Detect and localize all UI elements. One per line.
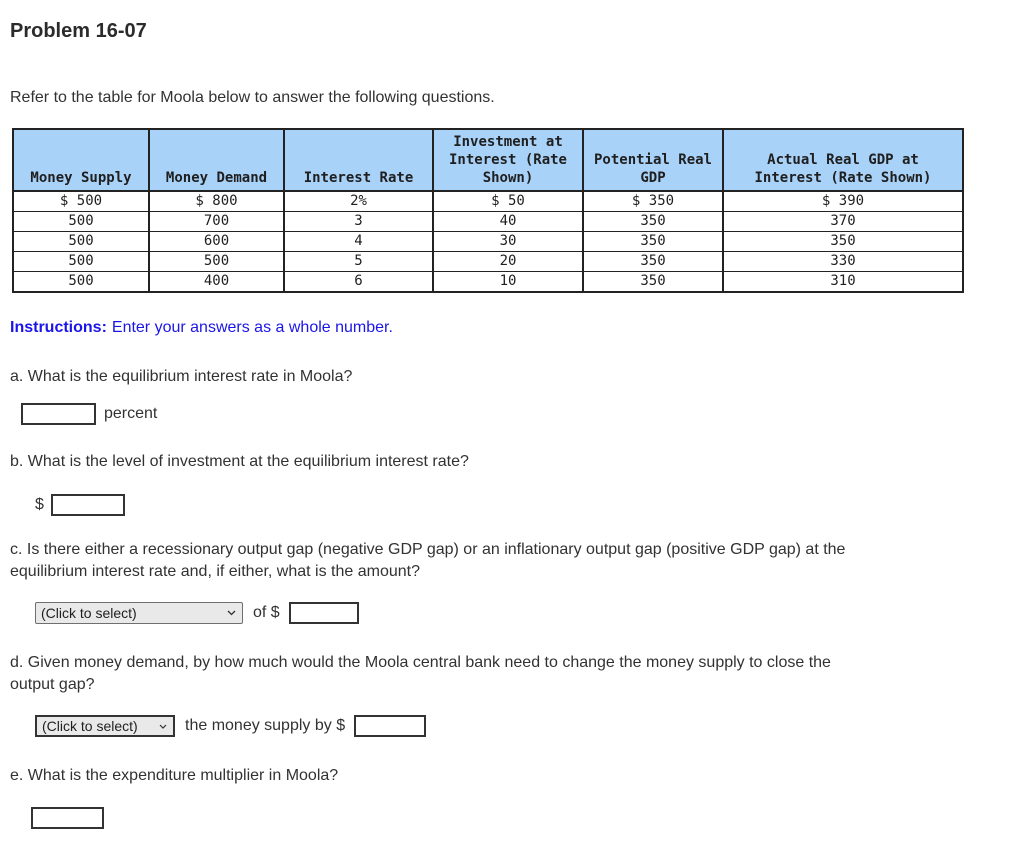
- cell: 700: [148, 211, 285, 232]
- cell: 20: [432, 251, 584, 272]
- moola-data-table: Money Supply Money Demand Interest Rate …: [12, 128, 964, 293]
- cell: 350: [582, 271, 724, 293]
- money-supply-action-select[interactable]: (Click to select): [35, 715, 175, 737]
- cell: $ 390: [722, 190, 964, 212]
- cell: 330: [722, 251, 964, 272]
- answer-row-d: (Click to select) the money supply by $: [35, 715, 1014, 737]
- answer-row-b: $: [35, 494, 1014, 516]
- intro-text: Refer to the table for Moola below to an…: [10, 89, 495, 106]
- col-header-money-demand: Money Demand: [148, 128, 285, 192]
- cell: 40: [432, 211, 584, 232]
- table-row: 500 400 6 10 350 310: [12, 271, 964, 293]
- chevron-down-icon: [159, 724, 167, 729]
- cell: 6: [283, 271, 434, 293]
- cell: $ 800: [148, 190, 285, 212]
- cell: 10: [432, 271, 584, 293]
- question-d: d. Given money demand, by how much would…: [10, 654, 831, 693]
- cell: 2%: [283, 190, 434, 212]
- cell: 350: [722, 231, 964, 252]
- question-e: e. What is the expenditure multiplier in…: [10, 767, 339, 784]
- cell: 500: [148, 251, 285, 272]
- problem-page: Problem 16-07 Refer to the table for Moo…: [10, 20, 1014, 829]
- cell: 500: [12, 231, 150, 252]
- table-header-row: Money Supply Money Demand Interest Rate …: [12, 128, 964, 192]
- cell: 600: [148, 231, 285, 252]
- percent-label: percent: [104, 405, 158, 422]
- table-row: $ 500 $ 800 2% $ 50 $ 350 $ 390: [12, 190, 964, 212]
- cell: 400: [148, 271, 285, 293]
- select-value: (Click to select): [42, 718, 138, 734]
- instructions-line: Instructions: Enter your answers as a who…: [10, 318, 1014, 338]
- question-b: b. What is the level of investment at th…: [10, 453, 469, 470]
- of-dollar-label: of $: [253, 604, 280, 621]
- cell: 350: [582, 211, 724, 232]
- select-value: (Click to select): [41, 605, 137, 621]
- page-title: Problem 16-07: [10, 20, 147, 42]
- cell: 350: [582, 231, 724, 252]
- cell: 350: [582, 251, 724, 272]
- instructions-label: Instructions:: [10, 319, 107, 336]
- col-header-potential-gdp: Potential Real GDP: [582, 128, 724, 192]
- cell: 500: [12, 271, 150, 293]
- question-c: c. Is there either a recessionary output…: [10, 541, 846, 580]
- cell: 30: [432, 231, 584, 252]
- cell: $ 350: [582, 190, 724, 212]
- gap-amount-input[interactable]: [288, 602, 359, 624]
- answer-b-input[interactable]: [50, 494, 125, 516]
- cell: 3: [283, 211, 434, 232]
- instructions-text: Enter your answers as a whole number.: [111, 319, 393, 336]
- cell: $ 50: [432, 190, 584, 212]
- question-a: a. What is the equilibrium interest rate…: [10, 368, 353, 385]
- cell: 500: [12, 211, 150, 232]
- cell: 500: [12, 251, 150, 272]
- col-header-investment: Investment at Interest (Rate Shown): [432, 128, 584, 192]
- answer-row-a: percent: [21, 403, 1014, 425]
- gap-type-select[interactable]: (Click to select): [35, 602, 243, 624]
- chevron-down-icon: [227, 610, 236, 616]
- col-header-interest-rate: Interest Rate: [283, 128, 434, 192]
- money-supply-by-label: the money supply by $: [185, 717, 346, 734]
- money-supply-amount-input[interactable]: [354, 715, 427, 737]
- answer-a-input[interactable]: [21, 403, 96, 425]
- col-header-money-supply: Money Supply: [12, 128, 150, 192]
- table-row: 500 500 5 20 350 330: [12, 251, 964, 272]
- dollar-sign-label: $: [35, 496, 44, 513]
- col-header-actual-gdp: Actual Real GDP at Interest (Rate Shown): [722, 128, 964, 192]
- cell: 310: [722, 271, 964, 293]
- answer-row-e: [31, 807, 1014, 829]
- cell: $ 500: [12, 190, 150, 212]
- cell: 4: [283, 231, 434, 252]
- cell: 5: [283, 251, 434, 272]
- answer-e-input[interactable]: [31, 807, 104, 829]
- cell: 370: [722, 211, 964, 232]
- answer-row-c: (Click to select) of $: [35, 602, 1014, 624]
- table-row: 500 700 3 40 350 370: [12, 211, 964, 232]
- table-row: 500 600 4 30 350 350: [12, 231, 964, 252]
